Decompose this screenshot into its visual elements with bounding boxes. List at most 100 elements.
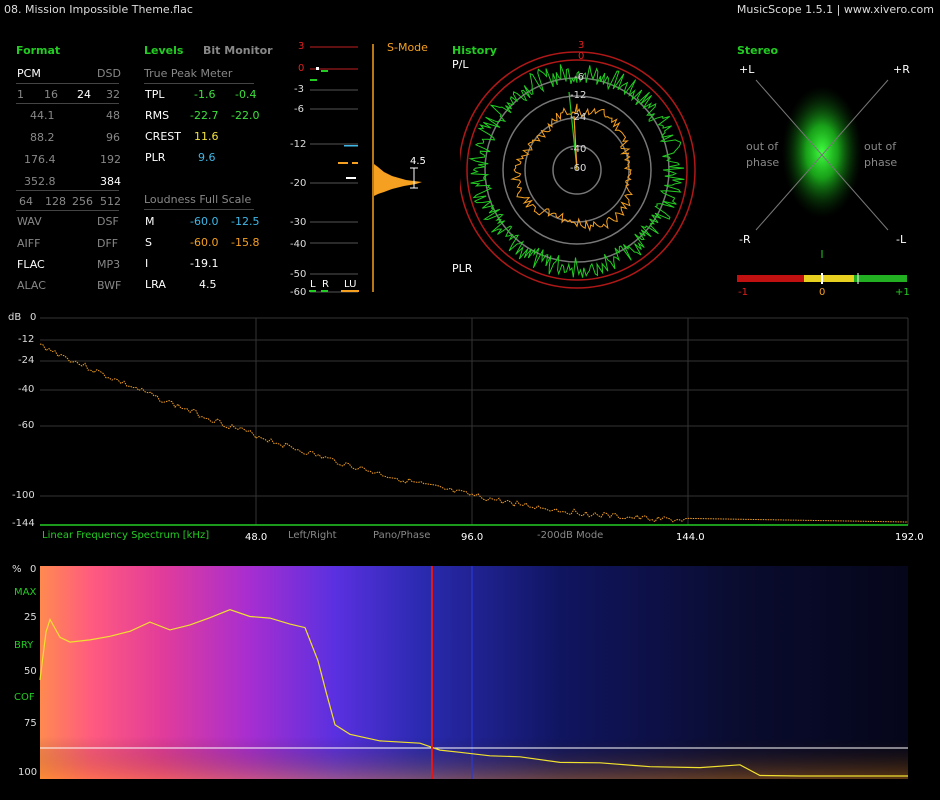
spectrum-x-48: 48.0 — [245, 532, 268, 543]
stereo-header: Stereo — [737, 44, 779, 57]
meter-scale-0: 0 — [298, 63, 305, 74]
crest-value: 11.6 — [194, 130, 219, 143]
spectrogram-0: 0 — [30, 564, 37, 575]
spectrogram-75: 75 — [24, 718, 37, 729]
spectrum-x-192: 192.0 — [895, 532, 924, 543]
type-dsf: DSF — [97, 215, 119, 228]
pl-label: P/L — [452, 58, 469, 71]
stereo-scope — [737, 79, 907, 284]
spectrum-db-m100: -100 — [12, 490, 35, 501]
tpl-left: -1.6 — [194, 88, 216, 101]
meter-scale-m3: -3 — [294, 84, 304, 95]
rate-352-8: 352.8 — [24, 175, 56, 188]
type-mp3: MP3 — [97, 258, 121, 271]
s-label: S — [145, 236, 152, 249]
type-aiff: AIFF — [17, 237, 41, 250]
loudness-full-scale-title: Loudness Full Scale — [144, 193, 252, 206]
lra-label: LRA — [145, 278, 166, 291]
s-value-a: -60.0 — [190, 236, 219, 249]
ring-3: 3 — [578, 40, 585, 51]
bit-monitor-tab[interactable]: Bit Monitor — [203, 44, 273, 57]
rate-88-2: 88.2 — [30, 131, 55, 144]
history-radar — [460, 51, 696, 289]
levels-header: Levels — [144, 44, 184, 57]
s-mode-button[interactable]: S-Mode — [387, 41, 428, 54]
spectrogram-50: 50 — [24, 666, 37, 677]
channel-lu: LU — [344, 279, 357, 290]
meter-scale-m40: -40 — [290, 239, 307, 250]
type-flac: FLAC — [17, 258, 45, 271]
db-mode-toggle[interactable]: -200dB Mode — [537, 530, 604, 541]
m-label: M — [145, 215, 155, 228]
bit-32: 32 — [106, 88, 120, 101]
ring-m12: -12 — [570, 90, 587, 101]
true-peak-meter-title: True Peak Meter — [144, 67, 233, 80]
ring-m40: -40 — [570, 144, 587, 155]
lra-marker-value: 4.5 — [410, 156, 426, 167]
spectrum-db-m40: -40 — [18, 384, 35, 395]
plr-value: 9.6 — [198, 151, 216, 164]
spectrum-db-m60: -60 — [18, 420, 35, 431]
type-bwf: BWF — [97, 279, 122, 292]
s-value-b: -15.8 — [231, 236, 260, 249]
dsd-256: 256 — [72, 195, 93, 208]
bit-1: 1 — [17, 88, 24, 101]
channel-l: L — [310, 279, 316, 290]
rms-left: -22.7 — [190, 109, 219, 122]
i-value: -19.1 — [190, 257, 219, 270]
spectrogram-25: 25 — [24, 612, 37, 623]
history-header: History — [452, 44, 497, 57]
rms-label: RMS — [145, 109, 170, 122]
format-header: Format — [16, 44, 61, 57]
corr-0: 0 — [819, 287, 826, 298]
meter-scale-m12: -12 — [290, 139, 307, 150]
ring-0: 0 — [578, 51, 585, 62]
tpl-label: TPL — [145, 88, 165, 101]
dsd-label: DSD — [97, 67, 121, 80]
stereo-minus-r: -R — [739, 233, 751, 246]
frequency-spectrum — [39, 317, 909, 526]
pano-phase-toggle[interactable]: Pano/Phase — [373, 530, 431, 541]
dsd-128: 128 — [45, 195, 66, 208]
rms-right: -22.0 — [231, 109, 260, 122]
ring-m60: -60 — [570, 163, 587, 174]
dsd-512: 512 — [100, 195, 121, 208]
meter-scale-m30: -30 — [290, 217, 307, 228]
corr-minus-1: -1 — [738, 287, 748, 298]
spectrum-x-144: 144.0 — [676, 532, 705, 543]
meter-scale-m60: -60 — [290, 287, 307, 298]
bit-16: 16 — [44, 88, 58, 101]
meter-scale-m6: -6 — [294, 104, 304, 115]
m-value-b: -12.5 — [231, 215, 260, 228]
spectrogram-unit: % — [12, 564, 22, 575]
spectrogram-100: 100 — [18, 767, 38, 778]
spectrum-db-0: 0 — [30, 312, 37, 323]
app-name: MusicScope 1.5.1 | www.xivero.com — [736, 3, 934, 16]
ring-m6: -6 — [574, 72, 584, 83]
rate-384: 384 — [100, 175, 121, 188]
crest-label: CREST — [145, 130, 181, 143]
bit-24: 24 — [77, 88, 91, 101]
channel-r: R — [322, 279, 329, 290]
type-wav: WAV — [17, 215, 42, 228]
cof-label: COF — [14, 692, 35, 703]
plr-label: PLR — [145, 151, 166, 164]
meter-scale-3: 3 — [298, 41, 305, 52]
level-meter — [309, 44, 422, 293]
spectrum-db-m144: -144 — [12, 518, 35, 529]
stereo-minus-l: -L — [896, 233, 907, 246]
corr-plus-1: +1 — [895, 287, 910, 298]
type-alac: ALAC — [17, 279, 46, 292]
left-right-toggle[interactable]: Left/Right — [288, 530, 337, 541]
window-title: 08. Mission Impossible Theme.flac — [4, 3, 193, 16]
meter-scale-m50: -50 — [290, 269, 307, 280]
out-of-phase-left: out of phase — [746, 140, 780, 169]
out-of-phase-right: out of phase — [864, 140, 898, 169]
type-dff: DFF — [97, 237, 119, 250]
meter-scale-m20: -20 — [290, 178, 307, 189]
spectrum-axis-label: Linear Frequency Spectrum [kHz] — [42, 530, 210, 541]
lra-value: 4.5 — [199, 278, 217, 291]
spectrogram — [39, 566, 908, 779]
dsd-64: 64 — [19, 195, 33, 208]
spectrum-x-96: 96.0 — [461, 532, 484, 543]
